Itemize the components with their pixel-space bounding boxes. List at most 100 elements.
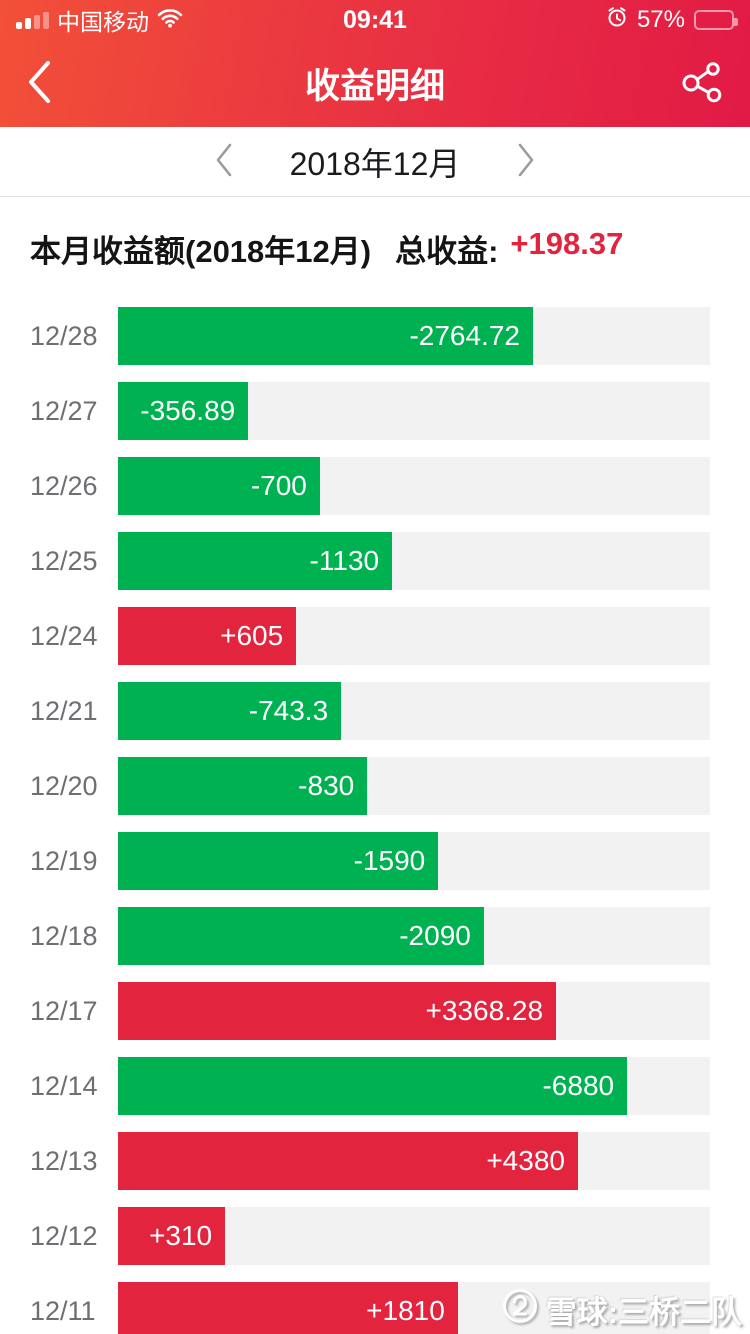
row-bar-track: -700 xyxy=(118,457,710,515)
row-value-label: -700 xyxy=(250,470,307,501)
back-chevron-icon xyxy=(26,59,52,108)
row-bar-track: -743.3 xyxy=(118,682,710,740)
share-icon xyxy=(678,61,724,106)
chart-row: 12/21 -743.3 xyxy=(30,682,710,740)
chart-row: 12/14 -6880 xyxy=(30,1057,710,1115)
row-value-label: -2090 xyxy=(399,920,471,951)
row-bar-track: +1810 xyxy=(118,1282,710,1334)
row-bar-track: -2090 xyxy=(118,907,710,965)
row-bar-track: +310 xyxy=(118,1207,710,1265)
daily-profit-bar-chart: 12/28 -2764.72 12/27 -356.89 12/26 -700 xyxy=(0,307,750,1334)
status-bar: 中国移动 09:41 xyxy=(0,0,750,40)
chevron-left-icon xyxy=(214,142,234,181)
watermark-text: 雪球:三桥二队 xyxy=(545,1295,742,1330)
row-date-label: 12/28 xyxy=(30,320,98,351)
row-bar: -356.89 xyxy=(118,382,249,440)
prev-month-button[interactable] xyxy=(214,142,234,181)
row-bar: -2764.72 xyxy=(118,307,533,365)
watermark: 雪球:三桥二队 xyxy=(502,1287,742,1332)
chart-row: 12/25 -1130 xyxy=(30,532,710,590)
battery-percent-label: 57% xyxy=(636,6,685,33)
row-date-label: 12/12 xyxy=(30,1220,98,1251)
row-value-label: -2764.72 xyxy=(409,320,520,351)
row-value-label: -6880 xyxy=(542,1070,615,1101)
status-right: 57% xyxy=(606,6,738,35)
row-bar-track: -2764.72 xyxy=(118,307,710,365)
row-bar-track: -356.89 xyxy=(118,382,710,440)
row-date-label: 12/18 xyxy=(30,920,98,951)
share-button[interactable] xyxy=(678,61,724,106)
back-button[interactable] xyxy=(26,59,52,108)
row-bar: -1590 xyxy=(118,832,439,890)
wifi-icon xyxy=(157,7,183,34)
row-date-label: 12/13 xyxy=(30,1145,98,1176)
xueqiu-logo-icon xyxy=(502,1288,538,1332)
row-value-label: -743.3 xyxy=(248,695,329,726)
row-bar-track: +605 xyxy=(118,607,710,665)
row-value-label: -356.89 xyxy=(140,395,236,426)
row-bar: +310 xyxy=(118,1207,226,1265)
row-date-label: 12/21 xyxy=(30,695,98,726)
row-bar-track: +4380 xyxy=(118,1132,710,1190)
row-date-label: 12/11 xyxy=(30,1295,96,1326)
chart-row: 12/17 +3368.28 xyxy=(30,982,710,1040)
row-bar: -2090 xyxy=(118,907,484,965)
header: 中国移动 09:41 xyxy=(0,0,750,127)
page-title: 收益明细 xyxy=(304,67,445,106)
row-bar-track: -6880 xyxy=(118,1057,710,1115)
summary-row: 本月收益额(2018年12月) 总收益: +198.37 xyxy=(30,226,710,271)
row-date-label: 12/27 xyxy=(30,395,98,426)
row-value-label: +310 xyxy=(149,1220,213,1251)
nav-bar: 收益明细 xyxy=(0,40,750,127)
chart-row: 12/26 -700 xyxy=(30,457,710,515)
chart-row: 12/18 -2090 xyxy=(30,907,710,965)
month-profit-label: 本月收益额(2018年12月) xyxy=(30,234,372,269)
chart-row: 12/13 +4380 xyxy=(30,1132,710,1190)
status-left: 中国移动 xyxy=(16,3,183,37)
chart-row: 12/20 -830 xyxy=(30,757,710,815)
row-bar: -830 xyxy=(118,757,368,815)
chart-row: 12/12 +310 xyxy=(30,1207,710,1265)
row-date-label: 12/26 xyxy=(30,470,98,501)
row-value-label: -830 xyxy=(298,770,355,801)
total-profit-value: +198.37 xyxy=(510,226,624,261)
row-value-label: +1810 xyxy=(366,1295,445,1326)
row-value-label: -1590 xyxy=(353,845,426,876)
carrier-label: 中国移动 xyxy=(57,9,149,35)
chart-row: 12/19 -1590 xyxy=(30,832,710,890)
row-bar-track: -1130 xyxy=(118,532,710,590)
row-value-label: +605 xyxy=(220,620,284,651)
month-label: 2018年12月 xyxy=(289,145,461,182)
row-date-label: 12/19 xyxy=(30,845,98,876)
row-value-label: +3368.28 xyxy=(425,995,544,1026)
row-date-label: 12/14 xyxy=(30,1070,98,1101)
chart-row: 12/27 -356.89 xyxy=(30,382,710,440)
cellular-signal-icon xyxy=(16,11,49,29)
row-bar: -700 xyxy=(118,457,320,515)
row-bar-track: +3368.28 xyxy=(118,982,710,1040)
row-bar: +605 xyxy=(118,607,297,665)
row-date-label: 12/25 xyxy=(30,545,98,576)
total-profit-group: 总收益: +198.37 xyxy=(395,226,623,271)
chevron-right-icon xyxy=(516,142,536,181)
row-date-label: 12/24 xyxy=(30,620,98,651)
row-value-label: -1130 xyxy=(309,545,380,576)
row-bar: -6880 xyxy=(118,1057,628,1115)
row-bar-track: -830 xyxy=(118,757,710,815)
row-bar: +3368.28 xyxy=(118,982,557,1040)
row-bar: -743.3 xyxy=(118,682,342,740)
chart-row: 12/11 +1810 xyxy=(30,1282,710,1334)
row-bar-track: -1590 xyxy=(118,832,710,890)
row-bar: -1130 xyxy=(118,532,393,590)
row-bar: +1810 xyxy=(118,1282,458,1334)
next-month-button[interactable] xyxy=(516,142,536,181)
chart-row: 12/28 -2764.72 xyxy=(30,307,710,365)
battery-icon xyxy=(694,10,738,30)
chart-row: 12/24 +605 xyxy=(30,607,710,665)
row-value-label: +4380 xyxy=(486,1145,565,1176)
row-bar: +4380 xyxy=(118,1132,578,1190)
total-profit-label: 总收益: xyxy=(395,234,499,269)
row-date-label: 12/20 xyxy=(30,770,98,801)
month-selector: 2018年12月 xyxy=(0,127,750,197)
